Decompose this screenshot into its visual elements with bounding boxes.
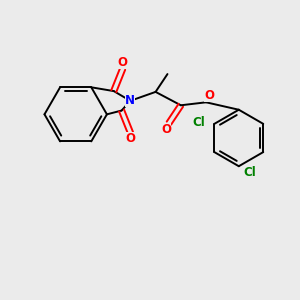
Text: N: N	[125, 94, 135, 107]
Text: O: O	[161, 123, 171, 136]
Text: O: O	[118, 56, 128, 69]
Text: Cl: Cl	[243, 166, 256, 179]
Text: O: O	[204, 89, 214, 102]
Text: Cl: Cl	[193, 116, 206, 129]
Text: O: O	[125, 132, 136, 145]
